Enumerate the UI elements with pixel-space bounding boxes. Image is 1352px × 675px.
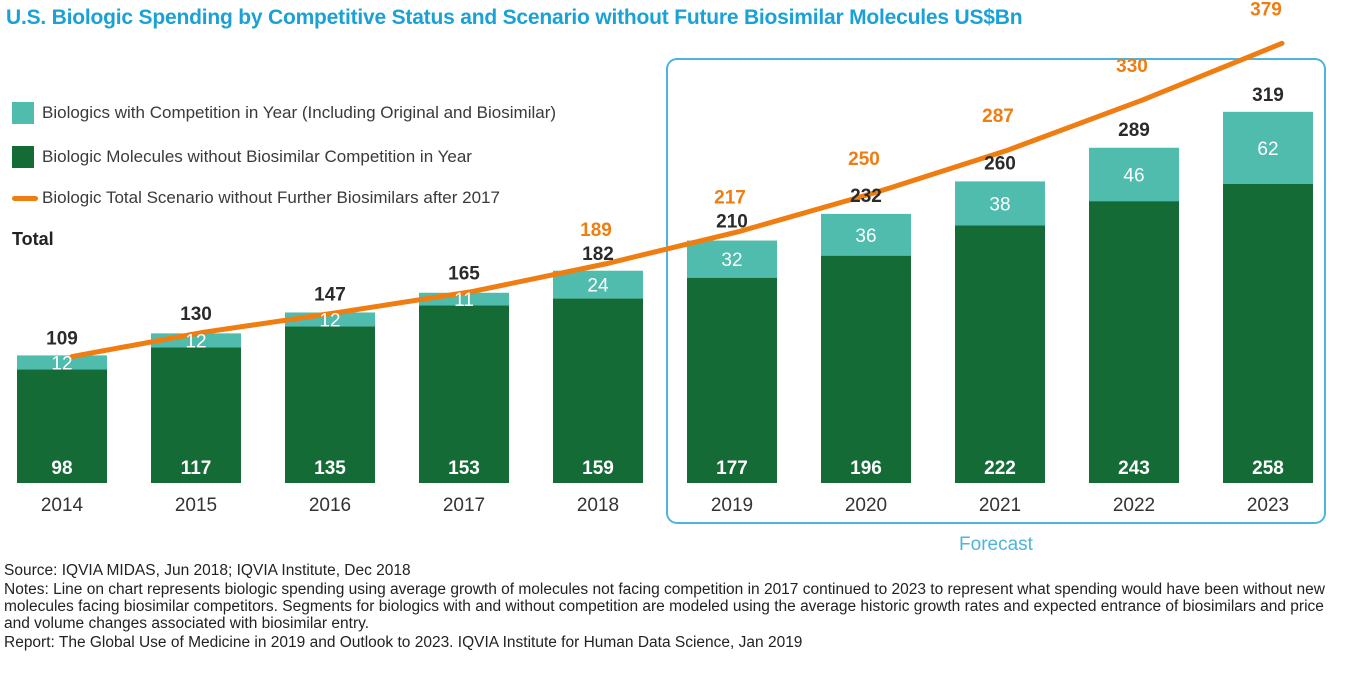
total-label: Total	[12, 229, 54, 249]
footnote-notes: Notes: Line on chart represents biologic…	[4, 581, 1325, 632]
footnotes: Source: IQVIA MIDAS, Jun 2018; IQVIA Ins…	[4, 562, 1334, 653]
bar-no-competition	[1089, 201, 1179, 483]
bar-no-competition	[687, 277, 777, 483]
label-line-value: 287	[982, 106, 1014, 127]
label-total: 289	[1118, 120, 1150, 141]
chart-plot: Forecast 98 12 109 2014 117 12 130 2015 135 12 147 2…	[17, 0, 1326, 555]
label-line-value: 379	[1250, 0, 1282, 20]
bar-no-competition	[17, 369, 107, 483]
label-no-competition: 135	[314, 458, 346, 479]
x-tick-label: 2023	[1247, 495, 1289, 516]
legend-label-total-line: Biologic Total Scenario without Further …	[42, 188, 500, 207]
label-no-competition: 258	[1252, 458, 1284, 479]
label-competition: 12	[185, 331, 206, 352]
bar-competition	[1223, 111, 1313, 184]
total-scenario-line	[69, 40, 1285, 360]
label-competition: 11	[454, 290, 474, 311]
bar-competition	[821, 213, 911, 256]
bar-competition	[553, 270, 643, 299]
legend-item-competition: Biologics with Competition in Year (Incl…	[12, 102, 556, 124]
label-no-competition: 153	[448, 458, 480, 479]
forecast-box	[666, 58, 1326, 524]
label-total: 210	[716, 211, 748, 232]
legend-label-no-competition: Biologic Molecules without Biosimilar Co…	[42, 147, 472, 166]
legend-label-competition: Biologics with Competition in Year (Incl…	[42, 103, 557, 122]
label-line-value: 217	[714, 187, 746, 208]
x-tick-label: 2014	[41, 495, 84, 516]
chart-title: U.S. Biologic Spending by Competitive St…	[6, 6, 1023, 29]
bar-competition	[687, 240, 777, 278]
legend-item-total-line: Biologic Total Scenario without Further …	[12, 188, 500, 208]
bar-no-competition	[955, 225, 1045, 484]
label-total: 319	[1252, 85, 1284, 106]
label-line-value: 189	[580, 220, 612, 241]
x-tick-label: 2015	[175, 495, 217, 516]
label-total: 260	[984, 153, 1016, 174]
bar-no-competition	[553, 298, 643, 483]
footnote-source: Source: IQVIA MIDAS, Jun 2018; IQVIA Ins…	[4, 562, 411, 579]
bar-competition	[1089, 147, 1179, 202]
x-tick-label: 2022	[1113, 495, 1155, 516]
x-tick-label: 2021	[979, 495, 1021, 516]
x-tick-label: 2017	[443, 495, 485, 516]
bar-no-competition	[151, 347, 241, 483]
label-line-value: 250	[848, 149, 880, 170]
label-no-competition: 177	[716, 458, 748, 479]
label-competition: 12	[51, 353, 72, 374]
x-tick-label: 2019	[711, 495, 753, 516]
bar-no-competition	[419, 305, 509, 483]
label-no-competition: 222	[984, 458, 1016, 479]
legend-item-no-competition: Biologic Molecules without Biosimilar Co…	[12, 146, 472, 168]
bar-competition	[17, 355, 107, 370]
label-no-competition: 159	[582, 458, 614, 479]
forecast-label: Forecast	[959, 534, 1034, 555]
label-competition: 38	[989, 194, 1010, 215]
x-tick-label: 2016	[309, 495, 351, 516]
bar-competition	[955, 181, 1045, 226]
x-tick-label: 2018	[577, 495, 619, 516]
bar-no-competition	[821, 255, 911, 483]
label-competition: 36	[855, 226, 876, 247]
bar-no-competition	[1223, 183, 1313, 483]
legend-swatch-no-competition	[12, 146, 34, 168]
footnote-report: Report: The Global Use of Medicine in 20…	[4, 634, 803, 651]
label-total: 147	[314, 284, 346, 305]
label-competition: 62	[1257, 139, 1278, 160]
label-total: 165	[448, 264, 480, 285]
label-line-value: 330	[1116, 56, 1148, 77]
label-competition: 24	[587, 276, 609, 297]
label-no-competition: 117	[181, 458, 212, 479]
x-tick-label: 2020	[845, 495, 887, 516]
label-competition: 12	[319, 310, 340, 331]
label-competition: 32	[721, 250, 742, 271]
label-no-competition: 98	[51, 458, 72, 479]
label-competition: 46	[1123, 165, 1144, 186]
legend-swatch-total-line	[12, 195, 38, 201]
legend-swatch-competition	[12, 102, 34, 124]
label-no-competition: 243	[1118, 458, 1150, 479]
label-no-competition: 196	[850, 458, 882, 479]
label-total: 109	[46, 329, 78, 350]
label-total: 130	[180, 304, 212, 325]
bar-no-competition	[285, 326, 375, 483]
label-total: 182	[582, 244, 614, 265]
label-total: 232	[850, 186, 882, 207]
